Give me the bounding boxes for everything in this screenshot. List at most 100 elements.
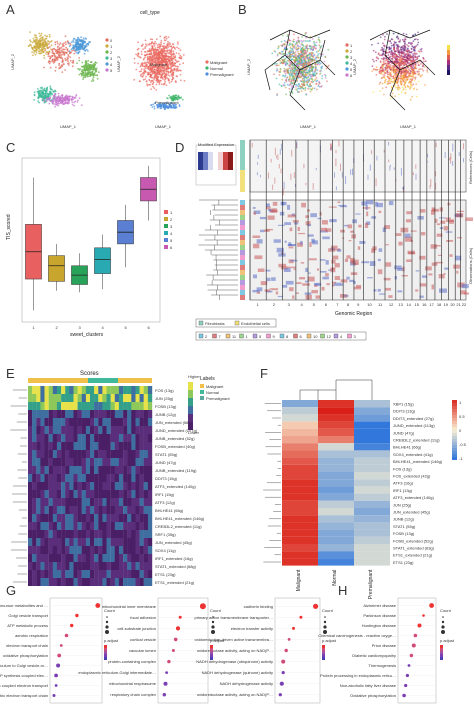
heatmap-cell <box>69 394 74 402</box>
umap-point <box>145 63 148 66</box>
heatmap-cell <box>102 418 107 426</box>
umap-point <box>315 47 317 49</box>
umap-point <box>158 64 161 67</box>
umap-point <box>314 74 316 77</box>
umap-point <box>133 62 136 64</box>
colorbar-segment <box>213 152 218 170</box>
dendrogram-branch <box>204 239 238 245</box>
cnv-block <box>305 215 309 218</box>
umap-point <box>292 40 295 43</box>
umap-point <box>418 68 420 71</box>
umap-point <box>153 77 156 79</box>
heatmap-cell <box>28 434 33 442</box>
chromosome-label: 22 <box>462 302 467 307</box>
umap-point <box>300 39 303 42</box>
cnv-block <box>388 295 393 298</box>
heatmap-cell <box>102 402 107 410</box>
cnv-block <box>321 286 325 291</box>
umap-point <box>159 63 162 66</box>
heatmap-cell <box>28 426 33 434</box>
umap-point <box>44 39 46 42</box>
umap-point <box>53 95 55 98</box>
umap-point <box>33 39 36 42</box>
umap-point <box>83 44 86 47</box>
heatmap-cell <box>44 418 49 426</box>
heatmap-cell <box>32 442 37 450</box>
umap-point <box>58 62 61 65</box>
umap-point <box>165 70 168 73</box>
umap-point <box>387 82 390 85</box>
umap-point <box>156 81 159 83</box>
umap-point <box>144 78 147 80</box>
umap-point <box>157 52 160 54</box>
umap-point <box>75 43 78 46</box>
umap-point <box>304 71 307 74</box>
umap-point <box>317 62 320 65</box>
legend-label: 6 <box>170 245 173 250</box>
umap-point <box>410 48 413 50</box>
umap-point <box>298 55 300 57</box>
umap-point <box>285 93 287 96</box>
umap-point <box>382 61 385 63</box>
umap-point <box>72 59 75 62</box>
umap-point <box>304 87 307 90</box>
umap-point <box>314 68 317 70</box>
umap-point <box>402 32 405 35</box>
umap-point <box>95 62 98 64</box>
umap-point <box>299 85 302 88</box>
cnv-block <box>298 232 306 235</box>
obs-annotation-bar <box>240 245 245 250</box>
umap-point <box>387 54 390 57</box>
umap-point <box>397 76 400 79</box>
cnv-block <box>373 289 377 292</box>
umap-point <box>320 68 323 70</box>
umap-point <box>426 69 428 72</box>
dendrogram-branch <box>214 264 238 270</box>
heatmap-cell <box>110 386 115 394</box>
heatmap-cell <box>90 434 95 442</box>
umap-point <box>299 45 302 48</box>
umap-point <box>171 57 174 59</box>
umap-point <box>395 86 397 89</box>
legend-swatch <box>266 333 271 339</box>
umap-point <box>305 47 308 49</box>
umap-point <box>382 42 384 45</box>
legend-label: 3 <box>350 55 353 60</box>
umap-point <box>284 75 286 78</box>
umap-point <box>321 75 324 77</box>
umap-point <box>153 75 156 78</box>
umap-point <box>391 80 394 83</box>
umap-point <box>292 50 294 53</box>
umap-point <box>285 61 288 63</box>
umap-point <box>73 52 76 55</box>
cnv-block <box>371 150 373 155</box>
heatmap-cell <box>94 402 99 410</box>
umap-point <box>411 45 414 47</box>
heatmap-cell <box>98 394 103 402</box>
umap-point <box>414 76 417 79</box>
umap-point <box>418 64 420 66</box>
umap-point <box>378 83 381 85</box>
cnv-block <box>443 273 446 275</box>
umap-point <box>150 104 152 106</box>
panel-label-h: H <box>338 583 348 598</box>
umap-point <box>49 87 52 90</box>
umap-point <box>414 53 416 56</box>
cnv-block <box>312 183 314 190</box>
cnv-block <box>280 201 287 206</box>
umap-point <box>303 84 305 87</box>
umap-point <box>170 53 172 56</box>
umap-point <box>301 36 303 38</box>
heatmap-cell <box>98 426 103 434</box>
umap-point <box>300 73 303 76</box>
heatmap-cell <box>106 394 111 402</box>
chromosome-label: 19 <box>444 302 449 307</box>
umap-point <box>424 60 427 62</box>
heatmap-cell <box>48 402 53 410</box>
umap-point <box>404 59 407 61</box>
umap-point <box>414 33 417 36</box>
row-group-label: References (Cells) <box>468 150 473 184</box>
umap-point <box>62 48 65 51</box>
umap-point <box>31 47 34 49</box>
chromosome-label: 5 <box>313 302 316 307</box>
